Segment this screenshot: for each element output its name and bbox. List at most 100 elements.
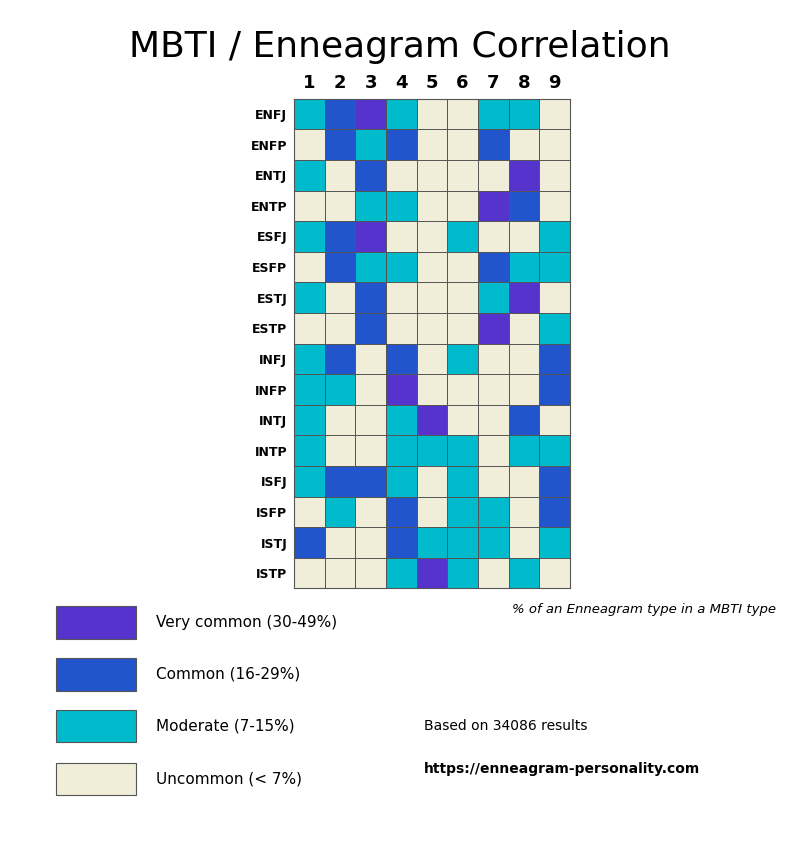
Bar <box>478 160 509 191</box>
Bar <box>386 375 417 405</box>
Bar <box>539 99 570 130</box>
Bar <box>294 160 325 191</box>
Bar <box>478 313 509 344</box>
Bar <box>294 527 325 557</box>
Bar <box>478 466 509 497</box>
Bar <box>509 130 539 160</box>
Bar <box>355 344 386 375</box>
Bar <box>355 252 386 283</box>
Bar <box>294 344 325 375</box>
Bar <box>417 557 447 588</box>
Bar <box>355 557 386 588</box>
Bar <box>509 375 539 405</box>
Bar <box>417 191 447 222</box>
Bar <box>325 557 355 588</box>
Bar <box>509 527 539 557</box>
Bar <box>325 313 355 344</box>
Bar <box>539 527 570 557</box>
Bar <box>386 130 417 160</box>
Bar <box>417 130 447 160</box>
Text: % of an Enneagram type in a MBTI type: % of an Enneagram type in a MBTI type <box>512 603 776 617</box>
Bar <box>294 222 325 252</box>
Bar <box>539 191 570 222</box>
Bar <box>325 344 355 375</box>
Bar <box>386 252 417 283</box>
Bar <box>417 466 447 497</box>
Bar <box>417 160 447 191</box>
Bar <box>355 222 386 252</box>
Bar <box>386 344 417 375</box>
Bar <box>325 99 355 130</box>
Bar <box>478 405 509 436</box>
Bar <box>447 375 478 405</box>
Bar <box>447 99 478 130</box>
Bar <box>325 130 355 160</box>
Bar <box>509 405 539 436</box>
Bar <box>386 527 417 557</box>
Bar <box>325 191 355 222</box>
Bar <box>325 497 355 527</box>
Bar <box>294 375 325 405</box>
Bar <box>478 191 509 222</box>
Bar <box>447 344 478 375</box>
Bar <box>294 99 325 130</box>
Bar <box>355 160 386 191</box>
Bar <box>355 466 386 497</box>
Bar <box>417 313 447 344</box>
Bar <box>478 527 509 557</box>
Bar <box>478 375 509 405</box>
Bar <box>478 497 509 527</box>
Bar <box>509 283 539 313</box>
Bar <box>355 191 386 222</box>
Bar <box>386 283 417 313</box>
Bar <box>478 130 509 160</box>
Bar <box>478 222 509 252</box>
Bar <box>447 405 478 436</box>
Bar <box>447 252 478 283</box>
Bar <box>509 497 539 527</box>
Bar <box>355 99 386 130</box>
Bar <box>294 405 325 436</box>
Bar <box>539 283 570 313</box>
Bar <box>539 436 570 466</box>
Bar <box>325 527 355 557</box>
Bar <box>447 222 478 252</box>
Bar <box>447 191 478 222</box>
Bar <box>355 436 386 466</box>
Bar <box>325 252 355 283</box>
Bar <box>294 313 325 344</box>
Bar <box>509 160 539 191</box>
Bar <box>509 191 539 222</box>
Bar <box>325 222 355 252</box>
Bar <box>417 283 447 313</box>
Bar <box>417 344 447 375</box>
Text: Based on 34086 results: Based on 34086 results <box>424 719 587 733</box>
Bar <box>294 497 325 527</box>
Bar <box>386 436 417 466</box>
Text: Uncommon (< 7%): Uncommon (< 7%) <box>156 771 302 787</box>
Bar <box>325 466 355 497</box>
Bar <box>417 99 447 130</box>
Bar <box>447 130 478 160</box>
Bar <box>447 313 478 344</box>
Bar <box>447 557 478 588</box>
Bar <box>447 283 478 313</box>
Bar <box>386 99 417 130</box>
Bar <box>539 497 570 527</box>
Bar <box>325 436 355 466</box>
Bar <box>509 313 539 344</box>
Bar <box>539 557 570 588</box>
Bar <box>325 283 355 313</box>
Bar <box>386 313 417 344</box>
Bar <box>294 466 325 497</box>
Bar <box>509 557 539 588</box>
Bar <box>478 283 509 313</box>
Bar <box>355 313 386 344</box>
Bar <box>355 130 386 160</box>
Bar <box>417 375 447 405</box>
Text: Moderate (7-15%): Moderate (7-15%) <box>156 718 294 734</box>
Bar <box>386 222 417 252</box>
Bar <box>294 436 325 466</box>
Bar <box>386 557 417 588</box>
Bar <box>417 222 447 252</box>
